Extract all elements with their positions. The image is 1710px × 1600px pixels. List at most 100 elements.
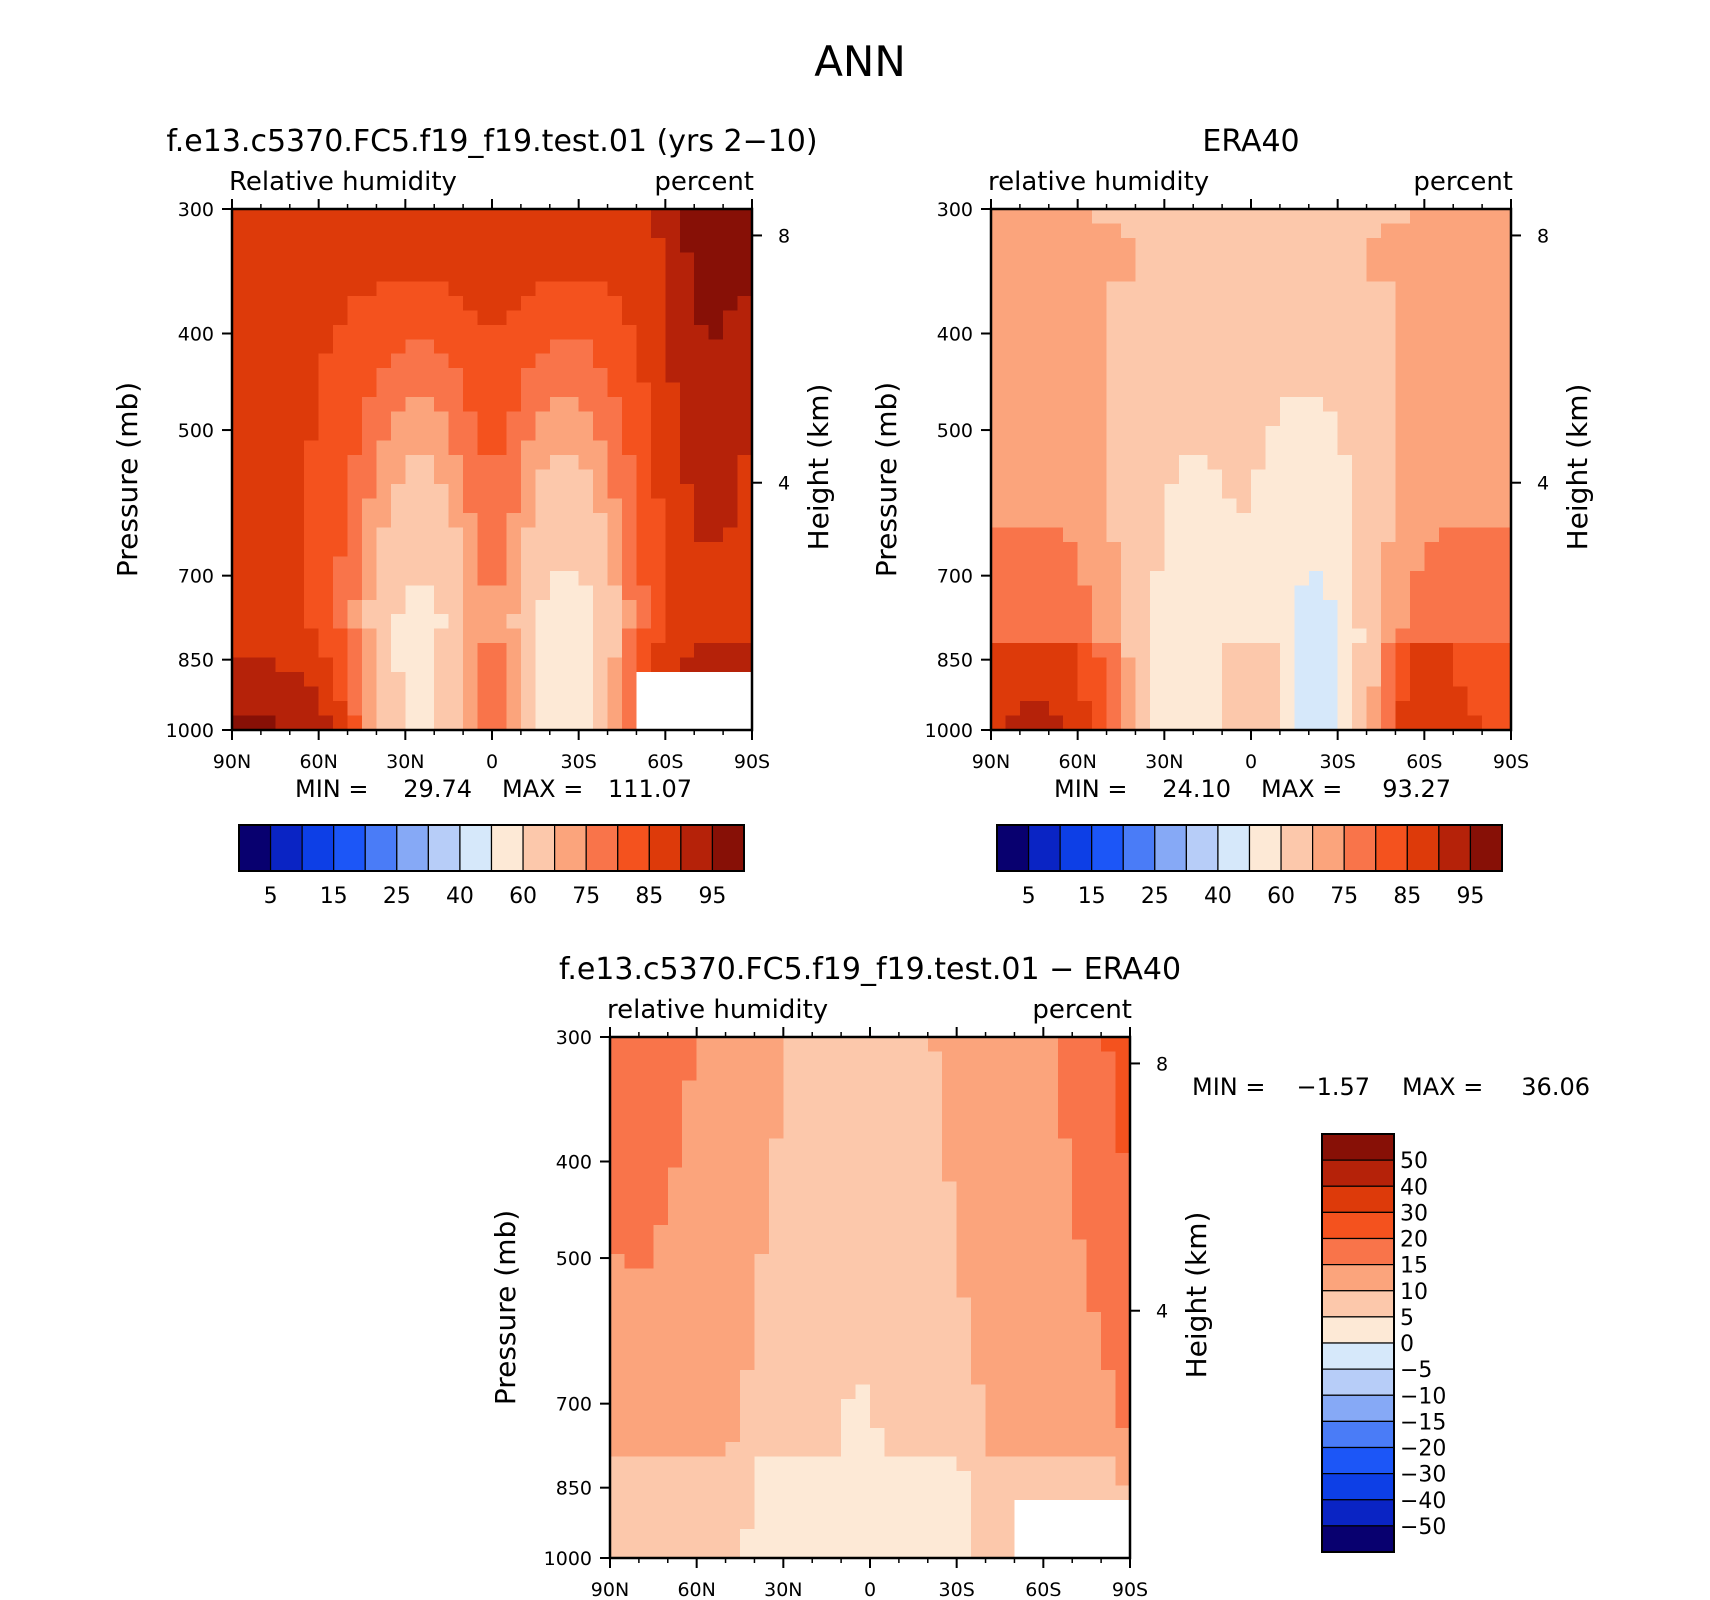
field-cell: [1019, 281, 1035, 297]
field-cell: [535, 469, 551, 485]
field-cell: [390, 556, 406, 572]
field-cell: [275, 310, 291, 326]
field-cell: [549, 541, 565, 557]
field-cell: [390, 686, 406, 702]
field-cell: [390, 310, 406, 326]
field-cell: [1352, 281, 1368, 297]
y-tick-label: 1000: [544, 1548, 592, 1570]
field-cell: [1063, 382, 1079, 398]
field-cell: [1222, 397, 1238, 413]
field-cell: [1236, 483, 1252, 500]
field-cell: [333, 281, 349, 297]
field-cell: [624, 1413, 640, 1429]
field-cell: [1135, 455, 1151, 471]
field-cell: [708, 628, 724, 644]
field-cell: [1019, 324, 1035, 340]
field-cell: [434, 628, 450, 644]
field-cell: [1323, 556, 1339, 572]
field-cell: [740, 1268, 756, 1284]
field-cell: [855, 1398, 871, 1414]
field-cell: [578, 628, 594, 644]
field-cell: [1063, 324, 1079, 340]
field-cell: [1308, 455, 1324, 471]
field-cell: [1395, 411, 1411, 427]
field-cell: [971, 1326, 987, 1342]
field-cell: [477, 556, 493, 572]
field-cell: [667, 1268, 683, 1284]
field-cell: [506, 209, 522, 225]
field-cell: [665, 237, 681, 254]
field-cell: [653, 1254, 669, 1270]
field-cell: [1043, 1094, 1059, 1110]
field-cell: [1265, 223, 1281, 239]
chart-field: [610, 1037, 1131, 1559]
field-cell: [1028, 1037, 1044, 1053]
field-cell: [275, 701, 291, 717]
field-cell: [723, 324, 739, 340]
field-cell: [1014, 1326, 1030, 1342]
field-cell: [1352, 469, 1368, 485]
field-cell: [1005, 570, 1021, 586]
field-cell: [1467, 599, 1483, 615]
field-cell: [1222, 209, 1238, 225]
field-cell: [1048, 614, 1064, 630]
field-cell: [1467, 310, 1483, 326]
field-cell: [1028, 1123, 1044, 1139]
field-cell: [1438, 209, 1454, 225]
field-cell: [653, 1311, 669, 1328]
field-cell: [768, 1123, 784, 1139]
field-cell: [696, 1514, 712, 1530]
field-cell: [347, 281, 363, 297]
field-cell: [855, 1051, 871, 1067]
field-cell: [898, 1297, 914, 1313]
field-cell: [1034, 512, 1050, 528]
field-cell: [650, 570, 666, 586]
y-tick-label: 400: [178, 323, 214, 345]
field-cell: [708, 295, 724, 311]
field-cell: [870, 1094, 886, 1110]
field-cell: [1077, 527, 1093, 543]
field-cell: [1115, 1152, 1131, 1168]
field-cell: [723, 512, 739, 528]
field-cell: [1236, 295, 1252, 311]
field-cell: [812, 1268, 828, 1284]
field-cell: [362, 701, 378, 717]
field-cell: [549, 657, 565, 673]
field-cell: [1121, 469, 1137, 485]
field-cell: [1308, 339, 1324, 355]
field-cell: [304, 469, 320, 485]
field-cell: [506, 295, 522, 311]
field-cell: [434, 223, 450, 239]
field-cell: [1381, 512, 1397, 528]
field-cell: [1395, 339, 1411, 355]
field-cell: [347, 483, 363, 500]
field-cell: [1149, 483, 1165, 500]
colorbar-box: [617, 824, 650, 872]
field-cell: [841, 1051, 857, 1067]
field-cell: [991, 310, 1007, 326]
field-cell: [1106, 310, 1122, 326]
field-cell: [913, 1529, 929, 1545]
field-cell: [653, 1297, 669, 1313]
field-cell: [593, 643, 609, 659]
field-cell: [653, 1384, 669, 1400]
field-cell: [318, 599, 334, 615]
y-tick-label: 850: [178, 650, 214, 672]
field-cell: [1482, 223, 1498, 239]
field-cell: [898, 1398, 914, 1414]
field-cell: [826, 1311, 842, 1328]
field-cell: [1115, 1051, 1131, 1067]
field-cell: [1057, 1311, 1073, 1328]
field-cell: [1308, 672, 1324, 688]
field-cell: [593, 368, 609, 384]
field-cell: [725, 1427, 741, 1443]
field-cell: [405, 570, 421, 586]
field-cell: [260, 440, 276, 456]
field-cell: [506, 237, 522, 254]
field-cell: [1424, 556, 1440, 572]
field-cell: [841, 1268, 857, 1284]
field-cell: [1077, 266, 1093, 282]
field-cell: [1438, 599, 1454, 615]
field-cell: [333, 527, 349, 543]
